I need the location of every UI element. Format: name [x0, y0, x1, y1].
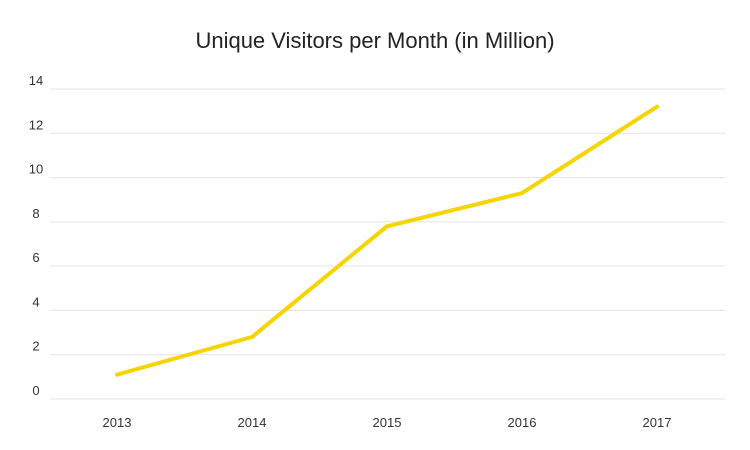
gridlines — [50, 88, 725, 400]
y-tick-label: 6 — [32, 250, 39, 265]
data-point — [520, 191, 524, 196]
data-point — [115, 372, 119, 377]
y-tick-label: 8 — [32, 206, 39, 221]
x-tick-label: 2013 — [103, 415, 132, 430]
x-tick-label: 2015 — [373, 415, 402, 430]
y-tick-label: 4 — [32, 294, 39, 309]
series-line — [115, 104, 659, 377]
x-axis-ticks: 2013 2014 2015 2016 2017 — [103, 415, 672, 430]
y-tick-label: 2 — [32, 339, 39, 354]
y-tick-label: 14 — [29, 73, 43, 88]
y-tick-label: 12 — [29, 117, 43, 132]
data-point — [385, 224, 389, 229]
data-point — [655, 104, 659, 109]
data-point — [250, 335, 254, 339]
y-tick-label: 10 — [29, 162, 43, 177]
x-tick-label: 2016 — [508, 415, 537, 430]
y-tick-label: 0 — [32, 383, 39, 398]
series-layer — [115, 104, 659, 377]
x-tick-label: 2014 — [238, 415, 267, 430]
x-tick-label: 2017 — [643, 415, 672, 430]
chart-title: Unique Visitors per Month (in Million) — [195, 28, 554, 53]
y-axis-ticks: 0 2 4 6 8 10 12 14 — [29, 73, 43, 398]
